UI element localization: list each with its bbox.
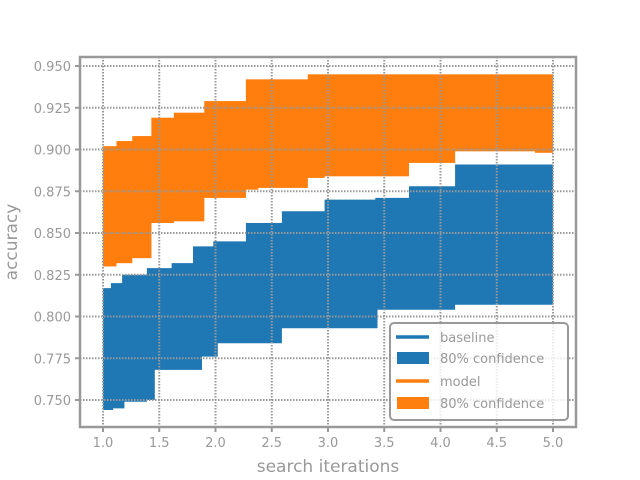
x-tick-label: 3.5	[374, 436, 395, 451]
y-tick-label: 0.850	[34, 227, 71, 242]
legend-label-baseline: baseline	[440, 331, 494, 346]
legend: baseline 80% confidence model 80% confid…	[389, 322, 569, 421]
x-tick-label: 5.0	[543, 436, 564, 451]
y-tick-label: 0.875	[34, 185, 71, 200]
x-axis-ticks: 1.0 1.5 2.0 2.5 3.0 3.5 4.0 4.5 5.0	[93, 427, 564, 451]
legend-box	[389, 322, 569, 421]
baseline-confidence-swatch	[397, 352, 429, 364]
x-tick-label: 3.0	[318, 436, 339, 451]
y-tick-label: 0.750	[34, 394, 71, 409]
model-confidence-band-overlay	[103, 74, 553, 267]
x-tick-label: 2.0	[205, 436, 226, 451]
y-axis-label: accuracy	[2, 204, 22, 281]
x-axis-label: search iterations	[257, 457, 400, 477]
x-tick-label: 4.0	[430, 436, 451, 451]
y-tick-label: 0.925	[34, 102, 71, 117]
y-tick-label: 0.800	[34, 311, 71, 326]
x-tick-label: 1.0	[93, 436, 114, 451]
legend-label-model: model	[440, 375, 480, 390]
y-tick-label: 0.775	[34, 352, 71, 367]
x-tick-label: 4.5	[486, 436, 507, 451]
y-tick-label: 0.950	[34, 60, 71, 75]
y-tick-label: 0.825	[34, 269, 71, 284]
model-confidence-band	[103, 74, 553, 267]
y-axis-ticks: 0.750 0.775 0.800 0.825 0.850 0.875 0.900 0.925…	[34, 60, 80, 409]
model-confidence-swatch	[397, 397, 429, 409]
plot-frame	[78, 55, 578, 429]
legend-label-model-confidence: 80% confidence	[440, 397, 544, 412]
y-tick-label: 0.900	[34, 144, 71, 159]
x-tick-label: 1.5	[149, 436, 170, 451]
x-tick-label: 2.5	[261, 436, 282, 451]
legend-label-baseline-confidence: 80% confidence	[440, 352, 544, 367]
